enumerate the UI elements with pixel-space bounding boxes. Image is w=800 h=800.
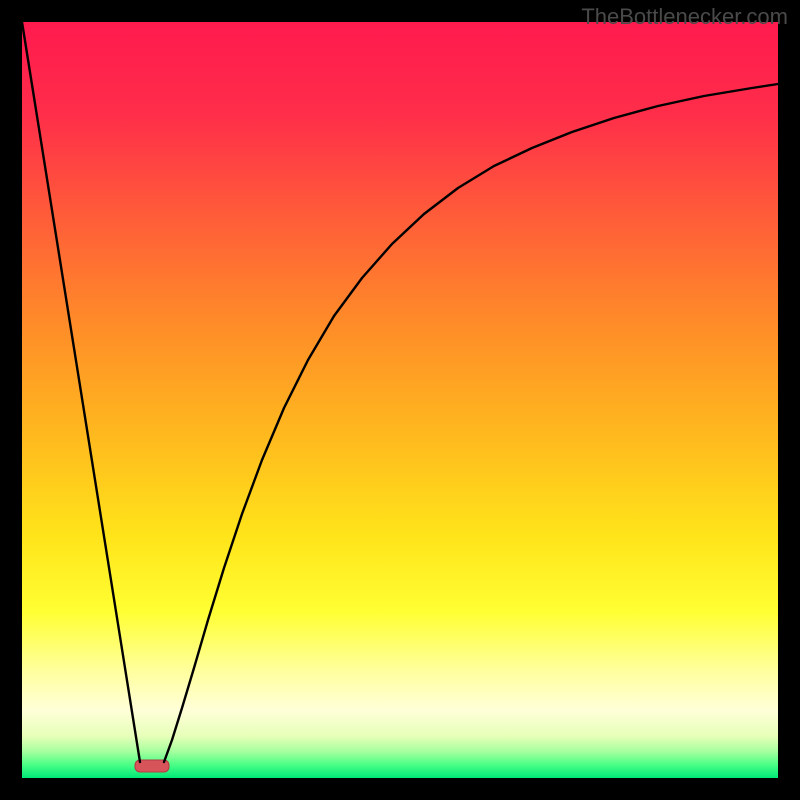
gradient-background — [22, 22, 778, 778]
watermark-text: TheBottlenecker.com — [581, 4, 788, 30]
bottleneck-chart: TheBottlenecker.com — [0, 0, 800, 800]
chart-svg — [0, 0, 800, 800]
